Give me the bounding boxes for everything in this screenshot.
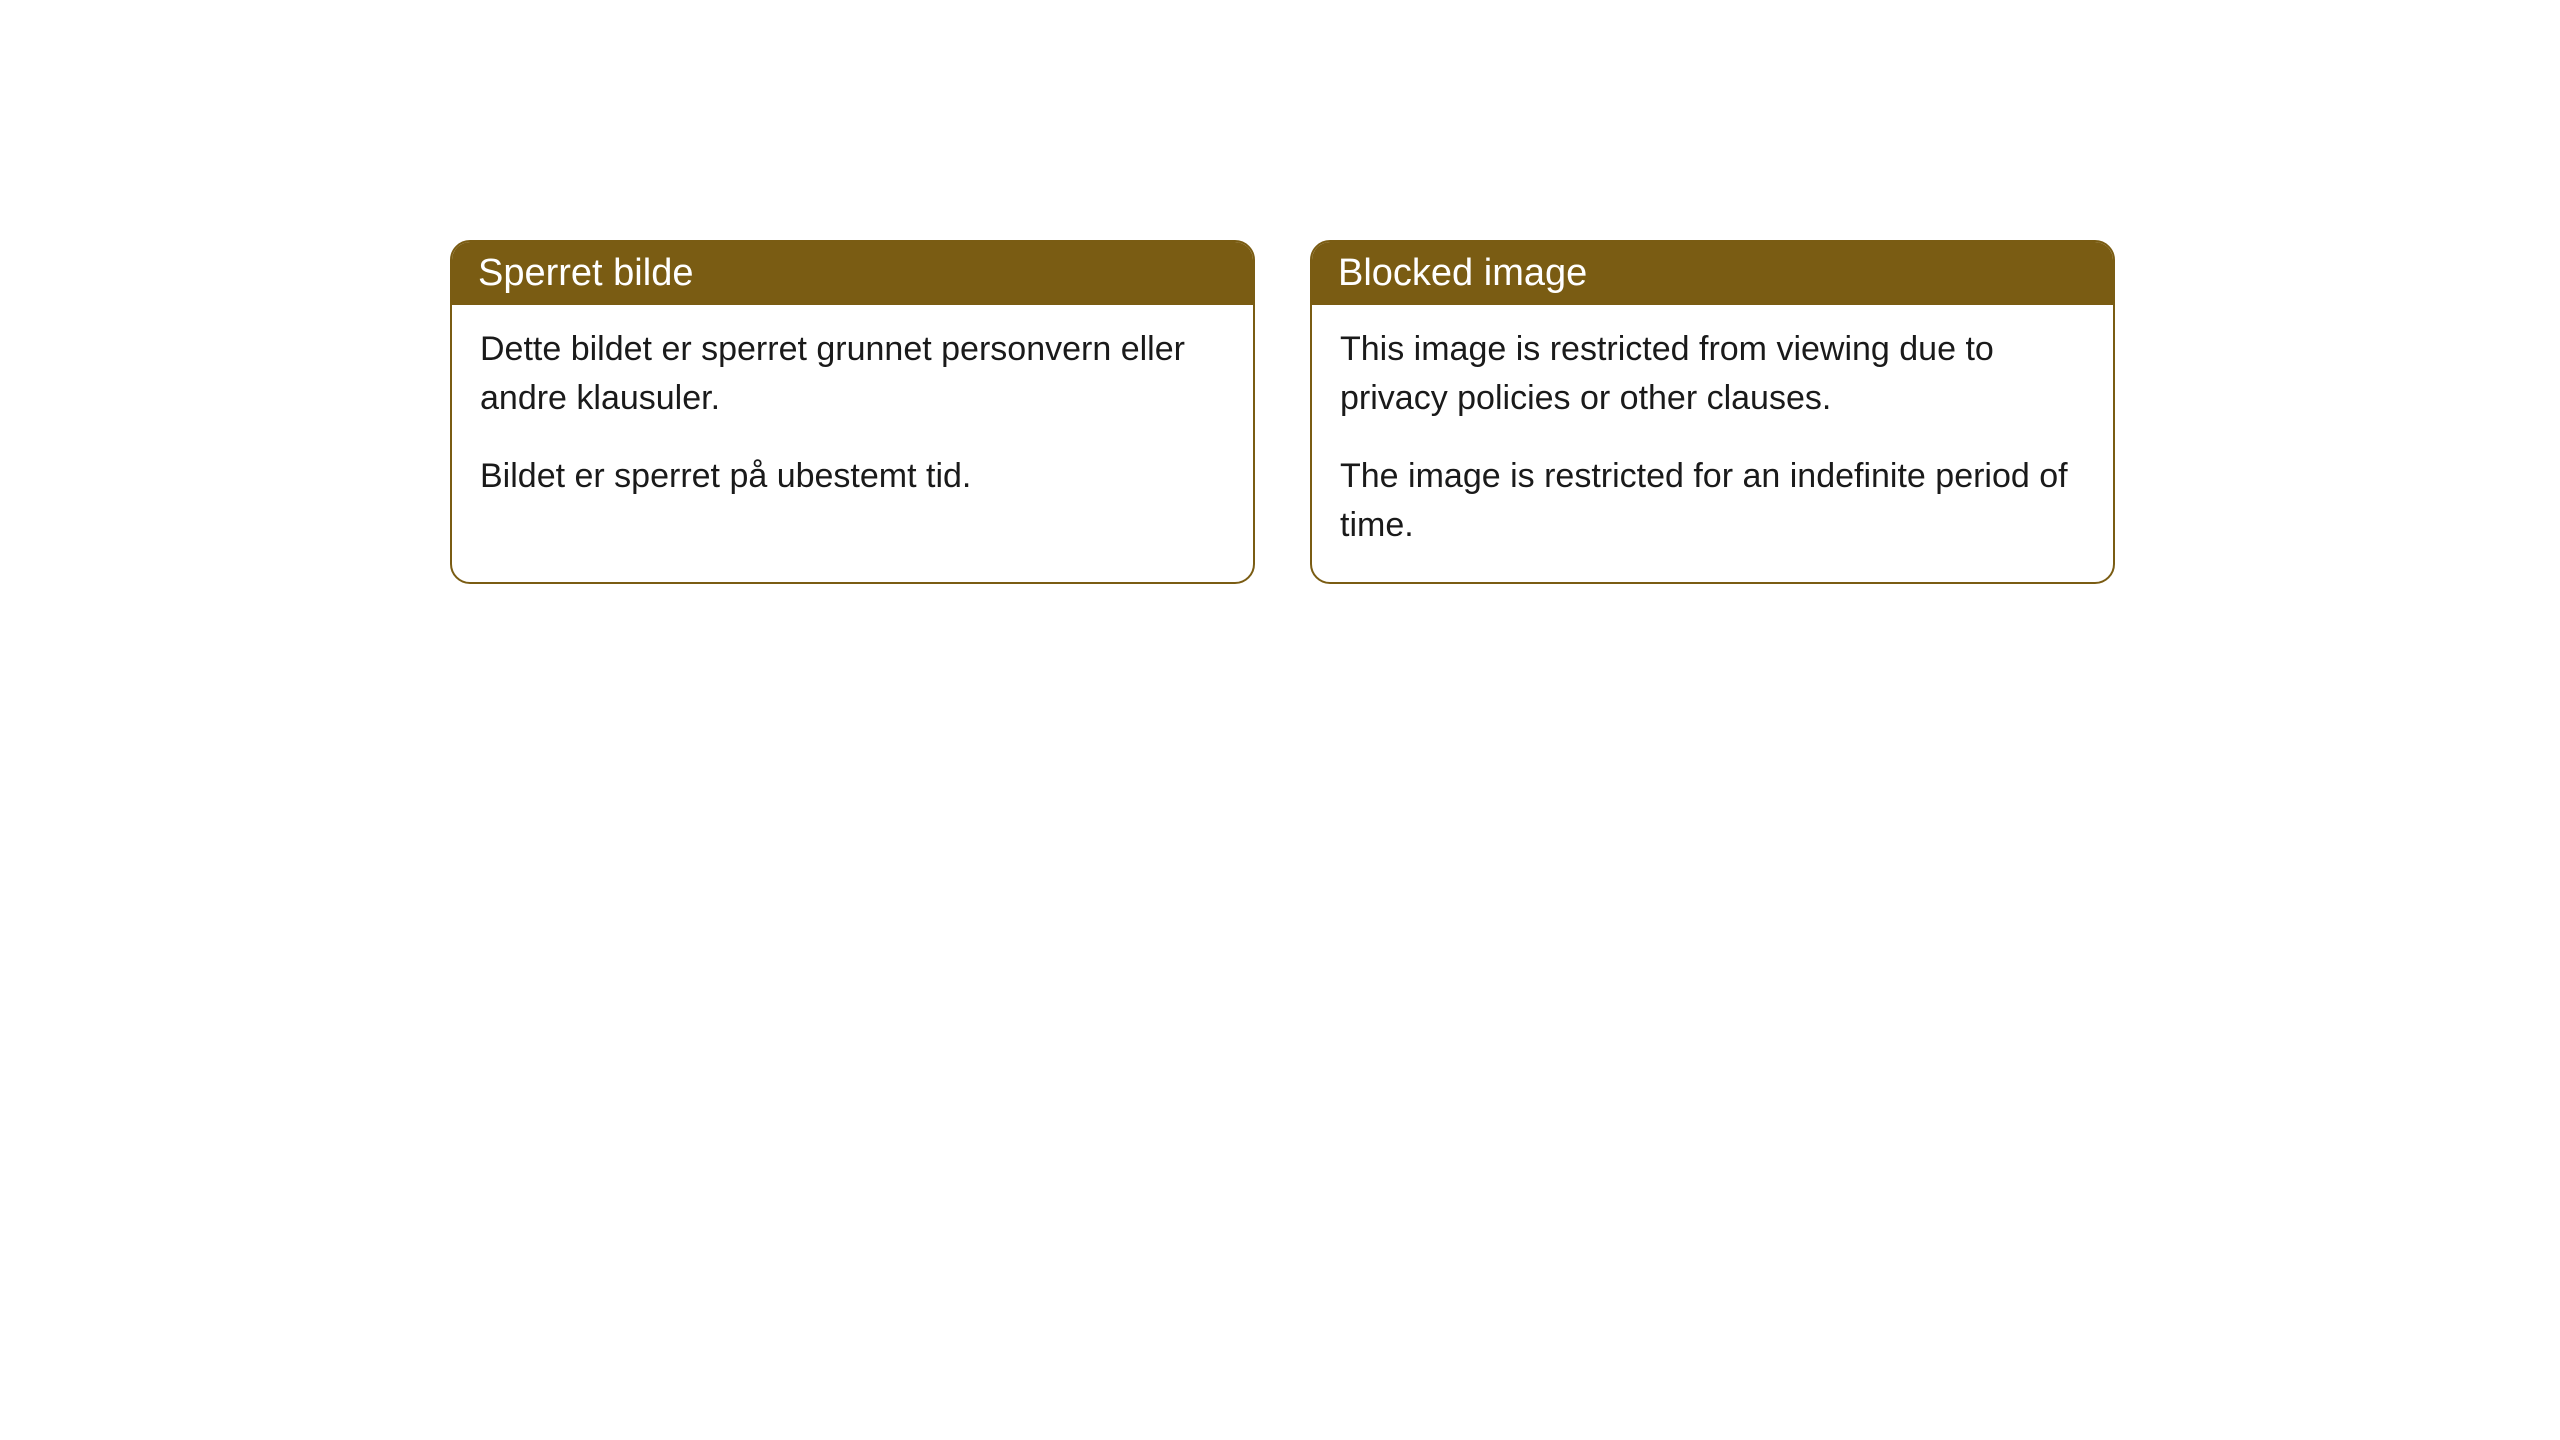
card-header-norwegian: Sperret bilde bbox=[452, 242, 1253, 305]
card-body-english: This image is restricted from viewing du… bbox=[1312, 305, 2113, 582]
card-paragraph-1-norwegian: Dette bildet er sperret grunnet personve… bbox=[480, 325, 1225, 424]
card-paragraph-2-norwegian: Bildet er sperret på ubestemt tid. bbox=[480, 452, 1225, 501]
card-title-english: Blocked image bbox=[1338, 252, 1587, 294]
card-title-norwegian: Sperret bilde bbox=[478, 252, 693, 294]
card-paragraph-1-english: This image is restricted from viewing du… bbox=[1340, 325, 2085, 424]
card-body-norwegian: Dette bildet er sperret grunnet personve… bbox=[452, 305, 1253, 533]
blocked-image-card-english: Blocked image This image is restricted f… bbox=[1310, 240, 2115, 584]
card-paragraph-2-english: The image is restricted for an indefinit… bbox=[1340, 452, 2085, 551]
notice-cards-container: Sperret bilde Dette bildet er sperret gr… bbox=[450, 240, 2560, 584]
card-header-english: Blocked image bbox=[1312, 242, 2113, 305]
blocked-image-card-norwegian: Sperret bilde Dette bildet er sperret gr… bbox=[450, 240, 1255, 584]
